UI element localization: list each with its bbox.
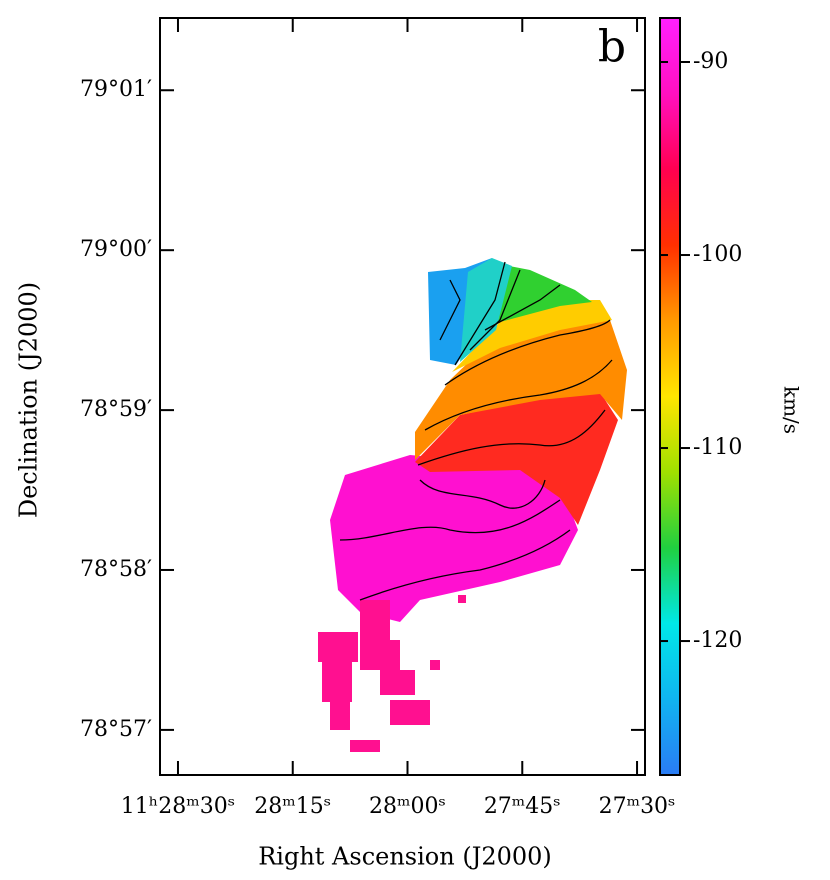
colorbar-label: km/s — [780, 386, 804, 434]
x-tick-label: 28ᵐ00ˢ — [369, 794, 446, 819]
colorbar-tick-label: -110 — [693, 435, 742, 460]
panel-label: b — [598, 22, 626, 73]
x-tick-label: 27ᵐ45ˢ — [484, 794, 561, 819]
x-axis-label: Right Ascension (J2000) — [258, 843, 552, 871]
x-tick-label: 28ᵐ15ˢ — [254, 794, 331, 819]
colorbar — [659, 17, 681, 776]
y-axis-label: Declination (J2000) — [15, 282, 43, 518]
x-tick-label: 27ᵐ30ˢ — [599, 794, 676, 819]
x-tick-label: 11ʰ28ᵐ30ˢ — [121, 794, 235, 819]
y-tick-label: 79°01′ — [80, 77, 152, 102]
y-tick-label: 78°59′ — [80, 397, 152, 422]
y-tick-label: 78°57′ — [80, 717, 152, 742]
colorbar-tick-label: -90 — [693, 49, 728, 74]
y-tick-label: 79°00′ — [80, 237, 152, 262]
y-tick-label: 78°58′ — [80, 557, 152, 582]
colorbar-tick-label: -120 — [693, 628, 742, 653]
colorbar-tick-label: -100 — [693, 242, 742, 267]
plot-frame — [159, 17, 646, 776]
velocity-map — [318, 258, 627, 752]
